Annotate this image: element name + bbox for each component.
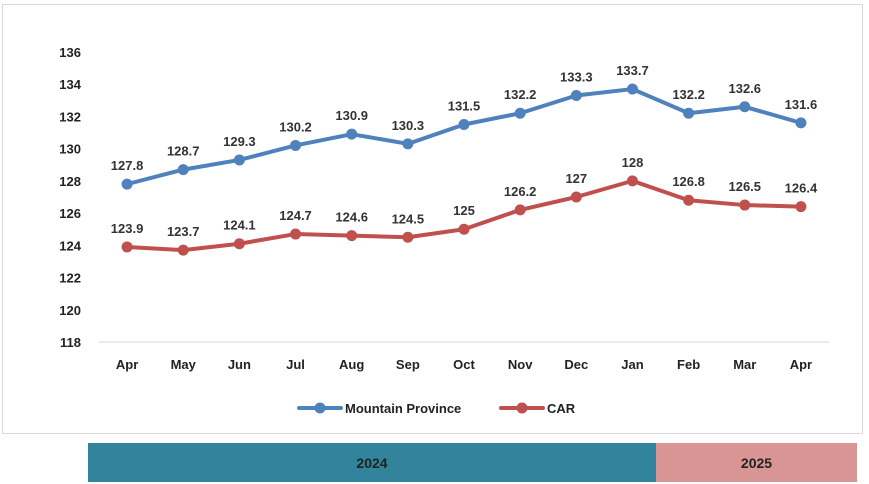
data-label: 132.2: [672, 87, 705, 102]
data-label: 126.4: [785, 181, 818, 196]
data-label: 125: [453, 203, 475, 218]
year-band-2025: 2025: [656, 443, 857, 482]
data-point: [795, 201, 807, 213]
y-tick-label: 130: [59, 142, 81, 157]
x-tick-label: Nov: [508, 357, 533, 372]
y-tick-label: 122: [59, 271, 81, 286]
data-point: [346, 230, 358, 242]
data-point: [514, 204, 526, 216]
data-point: [177, 164, 189, 176]
x-tick-label: Jul: [286, 357, 305, 372]
x-tick-label: Jan: [621, 357, 643, 372]
data-point: [683, 194, 695, 206]
data-point: [121, 178, 133, 190]
data-point: [458, 223, 470, 235]
y-tick-label: 120: [59, 303, 81, 318]
data-label: 124.7: [279, 208, 312, 223]
data-label: 129.3: [223, 134, 256, 149]
x-tick-label: Mar: [733, 357, 756, 372]
x-tick-label: Sep: [396, 357, 420, 372]
data-label: 133.3: [560, 70, 593, 85]
y-tick-label: 126: [59, 206, 81, 221]
y-tick-label: 136: [59, 45, 81, 60]
data-label: 126.5: [728, 179, 761, 194]
x-tick-label: Oct: [453, 357, 475, 372]
y-tick-label: 134: [59, 77, 81, 92]
data-label: 128.7: [167, 144, 200, 159]
year-band-label-2025: 2025: [740, 454, 773, 471]
data-point: [739, 101, 751, 113]
data-point: [177, 244, 189, 256]
data-point: [626, 175, 638, 187]
data-point: [290, 139, 302, 151]
y-tick-label: 128: [59, 174, 81, 189]
data-point: [458, 119, 470, 130]
data-point: [514, 107, 526, 119]
legend-label: Mountain Province: [345, 401, 461, 416]
data-point: [290, 228, 302, 240]
data-label: 132.6: [728, 81, 761, 96]
data-point: [233, 238, 245, 250]
y-tick-label: 124: [59, 238, 81, 253]
data-label: 131.5: [448, 99, 481, 114]
legend-label: CAR: [547, 401, 576, 416]
x-tick-label: May: [171, 357, 197, 372]
y-tick-label: 132: [59, 109, 81, 124]
x-tick-label: Feb: [677, 357, 700, 372]
data-label: 123.9: [111, 221, 144, 236]
legend-swatch-marker: [314, 402, 326, 414]
data-label: 132.2: [504, 87, 537, 102]
line-chart: 118 120 122 124 126 128 130 132 134 136 Apr May Jun J…: [59, 45, 829, 416]
data-point: [570, 90, 582, 101]
data-label: 126.2: [504, 184, 537, 199]
year-band-label-2024: 2024: [356, 454, 388, 471]
x-tick-label: Apr: [116, 357, 138, 372]
y-tick-label: 118: [60, 335, 81, 350]
data-point: [402, 231, 414, 243]
data-label: 130.2: [279, 119, 312, 134]
data-label: 127: [565, 171, 587, 186]
data-point: [402, 138, 414, 150]
x-tick-label: Jun: [228, 357, 251, 372]
x-tick-label: Apr: [790, 357, 812, 372]
x-tick-label: Aug: [339, 357, 364, 372]
data-label: 131.6: [785, 97, 818, 112]
data-point: [739, 199, 751, 211]
data-label: 124.6: [335, 210, 368, 225]
data-label: 133.7: [616, 63, 649, 78]
data-label: 127.8: [111, 158, 144, 173]
data-label: 126.8: [672, 174, 705, 189]
data-point: [795, 117, 807, 129]
x-tick-label: Dec: [564, 357, 588, 372]
data-point: [233, 154, 245, 166]
data-label: 130.3: [392, 118, 425, 133]
data-label: 124.5: [392, 211, 425, 226]
chart-area: 118 120 122 124 126 128 130 132 134 136 Apr May Jun J…: [2, 4, 863, 434]
data-label: 124.1: [223, 218, 256, 233]
data-point: [626, 83, 638, 95]
data-point: [346, 128, 358, 140]
data-point: [683, 107, 695, 119]
data-label: 123.7: [167, 224, 200, 239]
data-label: 130.9: [335, 108, 368, 123]
year-band-2024: 2024: [88, 443, 656, 482]
data-point: [570, 191, 582, 203]
legend-swatch-marker: [516, 402, 528, 414]
data-label: 128: [622, 155, 644, 170]
data-point: [121, 241, 133, 253]
